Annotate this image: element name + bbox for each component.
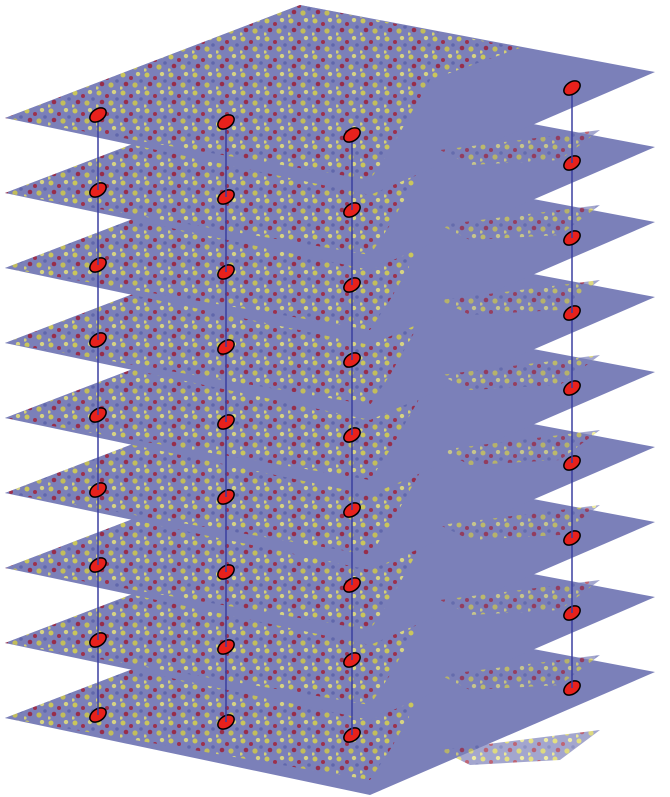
stacked-layers-figure xyxy=(0,0,670,797)
layers xyxy=(5,5,655,795)
